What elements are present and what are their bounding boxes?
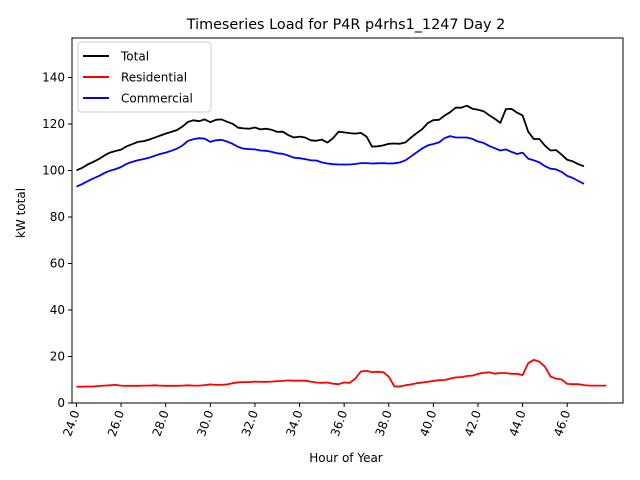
legend-label-residential: Residential [121,71,187,85]
y-tick-label: 100 [42,164,65,178]
y-axis: 0 20 40 60 80 100 120 140 [42,71,72,410]
y-tick-label: 0 [57,396,65,410]
y-tick-label: 40 [50,303,65,317]
legend-label-total: Total [120,50,149,64]
y-tick-label: 120 [42,117,65,131]
series-line-residential [76,358,607,388]
series-line-total [76,104,585,172]
legend-box [77,41,212,113]
y-tick-label: 140 [42,71,65,85]
y-tick-label: 80 [50,210,65,224]
y-tick-label: 20 [50,350,65,364]
legend: Total Residential Commercial [77,41,212,113]
y-axis-label: kW total [14,188,28,238]
legend-label-commercial: Commercial [121,92,193,106]
plot-frame [71,37,624,404]
x-axis-label: Hour of Year [309,451,383,465]
series-layer [76,104,607,388]
chart-title: Timeseries Load for P4R p4rhs1_1247 Day … [186,17,506,33]
y-tick-label: 60 [50,257,65,271]
series-line-commercial [76,135,585,188]
